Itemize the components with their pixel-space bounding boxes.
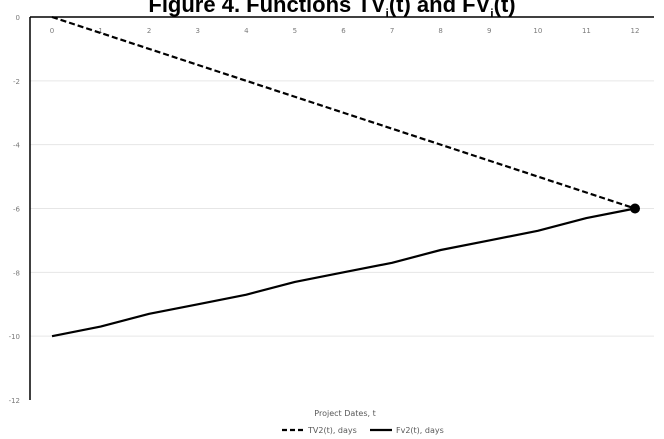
series-line-0 [51,15,636,210]
x-axis-title: Project Dates, t [314,409,375,418]
x-tick-label-11: 11 [582,27,591,35]
y-tick-label-2: -4 [13,142,21,150]
x-tick-label-5: 5 [293,27,297,35]
y-tick-label-6: -12 [9,397,20,405]
x-tick-label-9: 9 [487,27,491,35]
legend-label-1: Fv2(t), days [396,426,444,435]
y-tick-label-4: -8 [13,269,20,277]
legend-label-0: TV2(t), days [307,426,357,435]
x-tick-label-2: 2 [147,27,151,35]
y-tick-label-5: -10 [9,333,20,341]
series-lines [51,15,636,338]
x-tick-label-1: 1 [98,27,102,35]
y-tick-label-0: 0 [16,14,20,22]
end-marker [630,203,640,214]
end-point-marker [630,203,640,214]
legend: TV2(t), days Fv2(t), days [282,426,444,435]
x-tick-label-7: 7 [390,27,394,35]
series-line-1 [51,207,636,338]
x-tick-label-4: 4 [244,27,249,35]
y-tick-labels: 0 -2 -4 -6 -8 -10 -12 [9,14,21,405]
x-tick-label-12: 12 [631,27,640,35]
x-tick-label-10: 10 [533,27,542,35]
x-tick-label-8: 8 [438,27,442,35]
x-tick-labels: 0 1 2 3 4 5 6 7 8 9 10 11 12 [50,27,640,35]
y-tick-label-3: -6 [13,206,21,214]
y-tick-label-1: -2 [13,78,20,86]
chart-title: Figure 4. Functions TVi(t) and FVi(t) [148,0,516,21]
axes [29,16,654,400]
x-tick-label-6: 6 [341,27,346,35]
x-tick-label-0: 0 [50,27,54,35]
grid-lines [30,80,654,337]
x-tick-label-3: 3 [196,27,200,35]
